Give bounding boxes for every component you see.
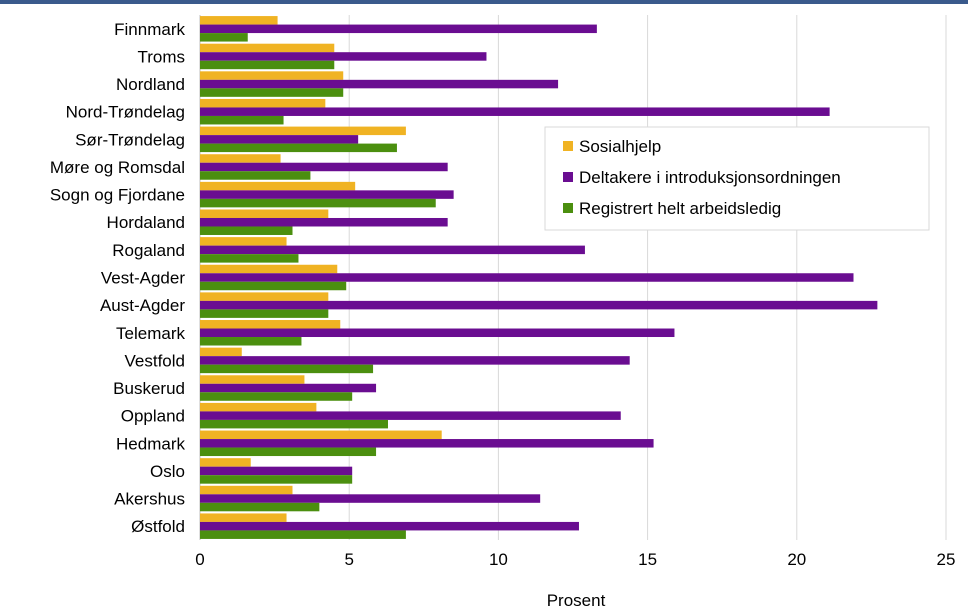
bar-introduksjon: [200, 521, 579, 531]
bar-sosialhjelp: [200, 375, 305, 384]
bar-introduksjon: [200, 245, 585, 255]
bar-arbeidsledig: [200, 60, 335, 70]
bar-sosialhjelp: [200, 181, 356, 191]
bar-sosialhjelp: [200, 430, 442, 440]
bar-sosialhjelp: [200, 513, 287, 522]
bar-sosialhjelp: [200, 154, 281, 163]
legend-swatch-introduksjon: [563, 172, 573, 182]
bar-sosialhjelp: [200, 485, 293, 495]
category-label: Rogaland: [112, 241, 185, 260]
bar-arbeidsledig: [200, 364, 374, 374]
bar-introduksjon: [200, 79, 559, 89]
bar-introduksjon: [200, 162, 448, 172]
x-axis-title: Prosent: [547, 591, 606, 610]
bar-sosialhjelp: [200, 126, 406, 136]
bar-arbeidsledig: [200, 143, 397, 153]
category-label: Troms: [137, 47, 185, 66]
bar-introduksjon: [200, 190, 454, 199]
bar-sosialhjelp: [200, 402, 317, 412]
category-label: Nordland: [116, 75, 185, 94]
top-header-strip: [0, 0, 968, 4]
category-label: Buskerud: [113, 379, 185, 398]
bar-arbeidsledig: [200, 198, 436, 208]
x-tick-label: 10: [489, 550, 508, 569]
category-label: Sør-Trøndelag: [75, 130, 185, 149]
legend-label-arbeidsledig: Registrert helt arbeidsledig: [579, 199, 781, 218]
category-label: Sogn og Fjordane: [50, 186, 185, 205]
bar-sosialhjelp: [200, 347, 242, 357]
bar-arbeidsledig: [200, 254, 299, 263]
bar-arbeidsledig: [200, 226, 293, 235]
bar-introduksjon: [200, 328, 675, 338]
bar-introduksjon: [200, 494, 541, 503]
bar-sosialhjelp: [200, 71, 344, 80]
bar-arbeidsledig: [200, 309, 329, 318]
bar-sosialhjelp: [200, 237, 287, 246]
bar-arbeidsledig: [200, 33, 248, 42]
category-label: Telemark: [116, 324, 185, 343]
x-tick-labels: 0 5 10 15 20 25: [195, 550, 955, 569]
bar-introduksjon: [200, 300, 878, 310]
category-label: Finnmark: [114, 20, 185, 39]
category-labels: Finnmark Troms Nordland Nord-Trøndelag Sør-T…: [50, 20, 186, 536]
x-tick-label: 25: [937, 550, 956, 569]
bar-arbeidsledig: [200, 281, 347, 291]
bar-arbeidsledig: [200, 88, 344, 97]
bar-arbeidsledig: [200, 171, 311, 180]
legend-swatch-sosialhjelp: [563, 141, 573, 151]
bar-sosialhjelp: [200, 264, 338, 274]
bar-arbeidsledig: [200, 419, 388, 429]
bar-sosialhjelp: [200, 458, 251, 467]
x-tick-label: 15: [638, 550, 657, 569]
category-label: Oslo: [150, 462, 185, 481]
category-label: Hedmark: [116, 434, 185, 453]
bar-introduksjon: [200, 217, 448, 227]
bar-arbeidsledig: [200, 337, 302, 346]
bar-introduksjon: [200, 439, 654, 448]
bar-sosialhjelp: [200, 98, 326, 108]
bar-arbeidsledig: [200, 115, 284, 125]
bar-introduksjon: [200, 466, 353, 476]
bar-introduksjon: [200, 24, 597, 34]
bar-arbeidsledig: [200, 392, 353, 401]
category-label: Nord-Trøndelag: [66, 103, 185, 122]
bar-introduksjon: [200, 135, 359, 144]
bar-introduksjon: [200, 383, 377, 393]
x-tick-label: 5: [344, 550, 353, 569]
category-label: Møre og Romsdal: [50, 158, 185, 177]
bar-sosialhjelp: [200, 320, 341, 329]
bar-arbeidsledig: [200, 475, 353, 484]
legend-swatch-arbeidsledig: [563, 203, 573, 213]
bar-sosialhjelp: [200, 43, 335, 53]
category-label: Oppland: [121, 407, 185, 426]
bar-introduksjon: [200, 107, 830, 116]
bar-introduksjon: [200, 411, 621, 420]
legend-label-sosialhjelp: Sosialhjelp: [579, 137, 661, 156]
bar-sosialhjelp: [200, 16, 278, 25]
legend-box: [544, 126, 930, 231]
category-label: Akershus: [114, 490, 185, 509]
x-tick-label: 0: [195, 550, 204, 569]
category-label: Hordaland: [107, 213, 185, 232]
bar-introduksjon: [200, 356, 630, 365]
bar-arbeidsledig: [200, 447, 377, 457]
legend: Sosialhjelp Deltakere i introduksjonsord…: [544, 126, 930, 231]
bars: [200, 16, 878, 539]
category-label: Vestfold: [125, 351, 186, 370]
legend-label-introduksjon: Deltakere i introduksjonsordningen: [579, 168, 841, 187]
bar-arbeidsledig: [200, 530, 406, 539]
category-label: Aust-Agder: [100, 296, 185, 315]
bar-sosialhjelp: [200, 292, 329, 301]
x-tick-label: 20: [787, 550, 806, 569]
bar-introduksjon: [200, 52, 487, 61]
bar-introduksjon: [200, 273, 854, 282]
bar-arbeidsledig: [200, 502, 320, 512]
bar-sosialhjelp: [200, 209, 329, 218]
category-label: Østfold: [131, 517, 185, 536]
category-label: Vest-Agder: [101, 269, 185, 288]
